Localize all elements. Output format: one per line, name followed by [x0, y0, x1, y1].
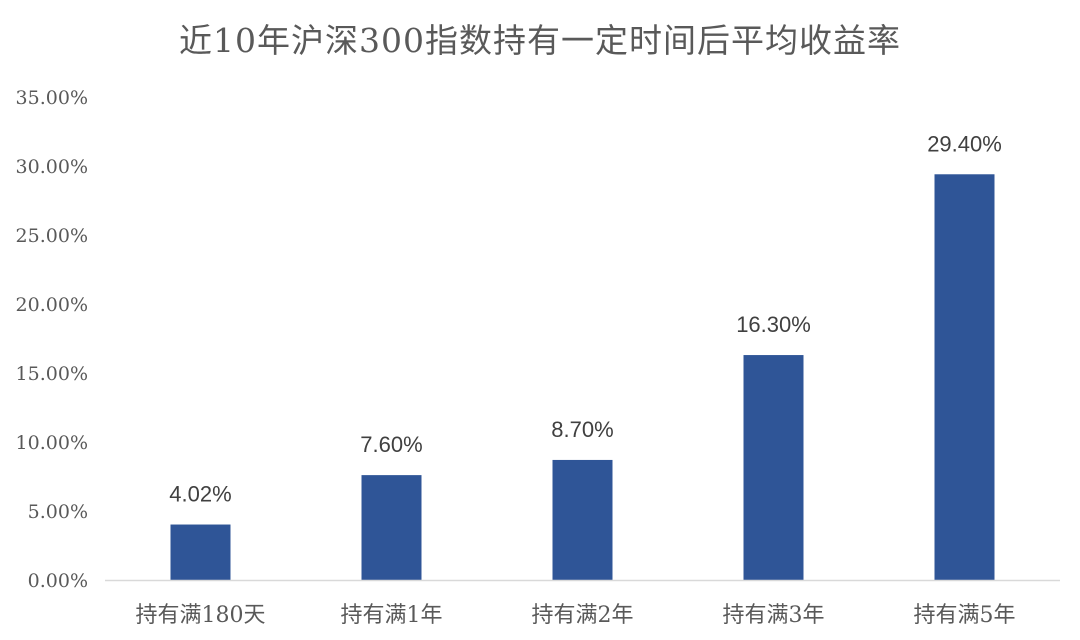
data-label: 7.60% [360, 432, 422, 457]
bar [934, 174, 995, 580]
data-label: 16.30% [736, 312, 811, 337]
y-tick-label: 30.00% [16, 156, 88, 178]
bar [361, 475, 422, 580]
y-tick-label: 15.00% [16, 363, 88, 385]
x-tick-label: 持有满2年 [532, 603, 634, 628]
data-label: 4.02% [169, 482, 231, 507]
x-tick-label: 持有满5年 [914, 603, 1016, 628]
bar [170, 524, 231, 580]
y-tick-label: 0.00% [28, 570, 88, 592]
x-tick-label: 持有满180天 [136, 603, 266, 628]
bar-series [170, 174, 995, 580]
data-label: 29.40% [927, 131, 1002, 156]
x-tick-labels: 持有满180天 持有满1年 持有满2年 持有满3年 持有满5年 [136, 603, 1016, 628]
y-tick-label: 35.00% [16, 87, 88, 109]
data-labels: 4.02% 7.60% 8.70% 16.30% 29.40% [169, 131, 1002, 506]
data-label: 8.70% [551, 417, 613, 442]
y-tick-label: 20.00% [16, 294, 88, 316]
chart-title: 近10年沪深300指数持有一定时间后平均收益率 [179, 21, 901, 60]
y-tick-label: 25.00% [16, 225, 88, 247]
x-tick-label: 持有满3年 [723, 603, 825, 628]
y-axis: 0.00% 5.00% 10.00% 15.00% 20.00% 25.00% 30.00%… [16, 87, 88, 592]
bar [743, 355, 804, 580]
x-tick-label: 持有满1年 [341, 603, 443, 628]
y-tick-label: 5.00% [28, 501, 88, 523]
y-tick-label: 10.00% [16, 432, 88, 454]
bar [552, 459, 613, 580]
